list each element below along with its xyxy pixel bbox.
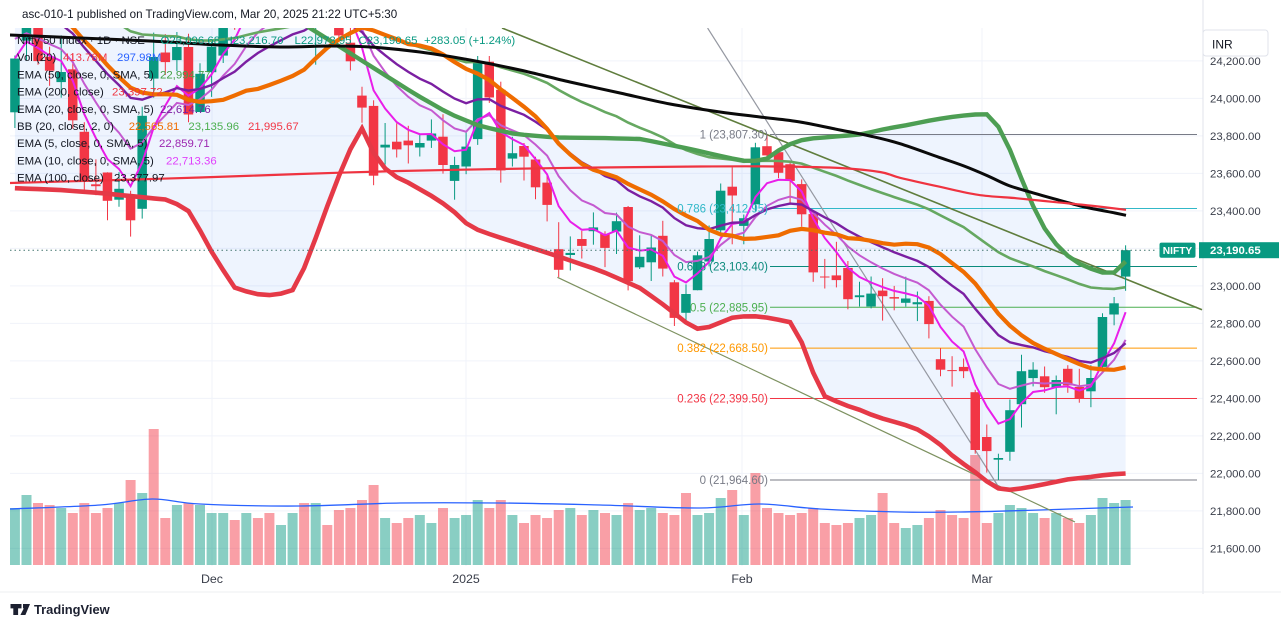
svg-text:23,135.96: 23,135.96	[188, 121, 239, 133]
svg-text:BB (20, close, 2, 0): BB (20, close, 2, 0)	[17, 121, 114, 133]
svg-text:23,800.00: 23,800.00	[1210, 131, 1261, 143]
svg-text:2025: 2025	[452, 572, 480, 586]
svg-text:Mar: Mar	[971, 572, 992, 586]
svg-text:21,995.67: 21,995.67	[248, 121, 299, 133]
svg-text:22,400.00: 22,400.00	[1210, 393, 1261, 405]
svg-text:C23,190.65: C23,190.65	[359, 35, 418, 47]
svg-text:23,600.00: 23,600.00	[1210, 168, 1261, 180]
svg-text:21,600.00: 21,600.00	[1210, 543, 1261, 555]
svg-text:Nifty 50 Index · 1D · NSE: Nifty 50 Index · 1D · NSE	[17, 35, 145, 47]
svg-text:0.786 (23,412.95): 0.786 (23,412.95)	[677, 204, 768, 216]
svg-text:EMA (50, close, 0, SMA, 5): EMA (50, close, 0, SMA, 5)	[17, 69, 154, 81]
svg-text:22,800.00: 22,800.00	[1210, 318, 1261, 330]
svg-text:22,859.71: 22,859.71	[159, 138, 210, 150]
svg-text:Feb: Feb	[731, 572, 752, 586]
svg-text:H23,216.70: H23,216.70	[225, 35, 284, 47]
svg-text:297.98M: 297.98M	[117, 52, 161, 64]
svg-text:EMA (5, close, 0, SMA, 5): EMA (5, close, 0, SMA, 5)	[17, 138, 148, 150]
svg-text:0.236 (22,399.50): 0.236 (22,399.50)	[677, 394, 768, 406]
svg-text:24,200.00: 24,200.00	[1210, 56, 1261, 68]
svg-text:INR: INR	[1212, 38, 1233, 52]
svg-text:EMA (200, close): EMA (200, close)	[17, 87, 104, 99]
svg-text:+283.05 (+1.24%): +283.05 (+1.24%)	[424, 35, 515, 47]
svg-text:22,600.00: 22,600.00	[1210, 356, 1261, 368]
svg-text:22,565.81: 22,565.81	[129, 121, 180, 133]
svg-text:413.78M: 413.78M	[63, 52, 107, 64]
svg-text:22,713.36: 22,713.36	[166, 155, 217, 167]
svg-text:0 (21,964.60): 0 (21,964.60)	[700, 475, 769, 487]
svg-text:asc-010-1 published on Trading: asc-010-1 published on TradingView.com, …	[22, 8, 397, 21]
svg-text:L22,973.95: L22,973.95	[295, 35, 352, 47]
svg-text:22,000.00: 22,000.00	[1210, 468, 1261, 480]
svg-text:23,000.00: 23,000.00	[1210, 281, 1261, 293]
svg-text:23,397.72: 23,397.72	[112, 87, 163, 99]
svg-text:1 (23,807.30): 1 (23,807.30)	[700, 130, 769, 142]
svg-text:22,994.77: 22,994.77	[160, 69, 211, 81]
svg-text:23,377.97: 23,377.97	[114, 173, 165, 185]
svg-text:0.5 (22,885.95): 0.5 (22,885.95)	[690, 302, 768, 314]
svg-text:0.382 (22,668.50): 0.382 (22,668.50)	[677, 343, 768, 355]
svg-text:Dec: Dec	[201, 572, 223, 586]
svg-text:EMA (10, close, 0, SMA, 5): EMA (10, close, 0, SMA, 5)	[17, 155, 154, 167]
svg-text:O23,096.68: O23,096.68	[161, 35, 221, 47]
svg-text:22,614.76: 22,614.76	[160, 104, 211, 116]
svg-text:0.618 (23,103.40): 0.618 (23,103.40)	[677, 262, 768, 274]
svg-text:24,000.00: 24,000.00	[1210, 93, 1261, 105]
svg-text:23,190.65: 23,190.65	[1210, 245, 1261, 257]
svg-text:22,200.00: 22,200.00	[1210, 431, 1261, 443]
svg-text:EMA (100, close): EMA (100, close)	[17, 173, 104, 185]
svg-text:NIFTY: NIFTY	[1163, 246, 1193, 257]
svg-text:TradingView: TradingView	[34, 602, 111, 617]
svg-text:23,400.00: 23,400.00	[1210, 206, 1261, 218]
svg-text:Vol (20): Vol (20)	[17, 52, 56, 64]
svg-text:EMA (20, close, 0, SMA, 5): EMA (20, close, 0, SMA, 5)	[17, 104, 154, 116]
svg-text:21,800.00: 21,800.00	[1210, 506, 1261, 518]
